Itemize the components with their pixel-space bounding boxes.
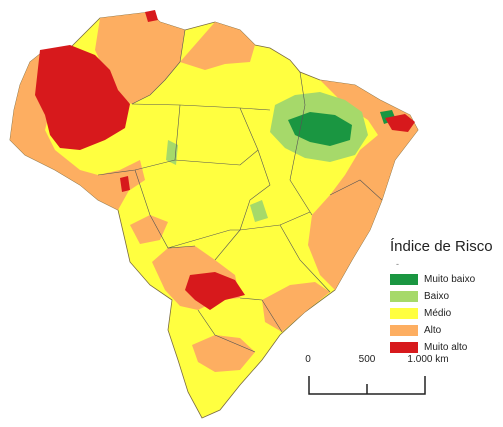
legend-title: Índice de Risco	[390, 238, 493, 255]
map-legend: Índice de Risco - Muito baixo Baixo Médi…	[390, 238, 500, 356]
legend-label: Muito alto	[424, 342, 468, 353]
legend-label: Médio	[424, 308, 452, 319]
legend-label: Alto	[424, 325, 442, 336]
scale-bar: 0 500 1.000 km	[300, 354, 460, 414]
legend-item-alto: Alto	[390, 322, 500, 339]
legend-label: Baixo	[424, 291, 450, 302]
legend-swatch	[390, 291, 418, 302]
legend-item-muito-alto: Muito alto	[390, 339, 500, 356]
legend-marker: -	[396, 259, 399, 269]
legend-item-medio: Médio	[390, 305, 500, 322]
scale-line	[308, 376, 426, 395]
muito-alto-regions	[35, 10, 415, 310]
legend-item-muito-baixo: Muito baixo	[390, 271, 500, 288]
baixo-patch-2	[250, 200, 268, 222]
scale-label-1000: 1.000 km	[407, 354, 449, 365]
scale-label-0: 0	[305, 354, 311, 365]
scale-label-500: 500	[358, 354, 376, 365]
legend-label: Muito baixo	[424, 274, 476, 285]
legend-swatch	[390, 274, 418, 285]
state-borders	[97, 29, 383, 353]
legend-swatch	[390, 325, 418, 336]
muito-baixo-region	[288, 112, 352, 146]
legend-swatch	[390, 308, 418, 319]
legend-swatch	[390, 342, 418, 353]
legend-item-baixo: Baixo	[390, 288, 500, 305]
